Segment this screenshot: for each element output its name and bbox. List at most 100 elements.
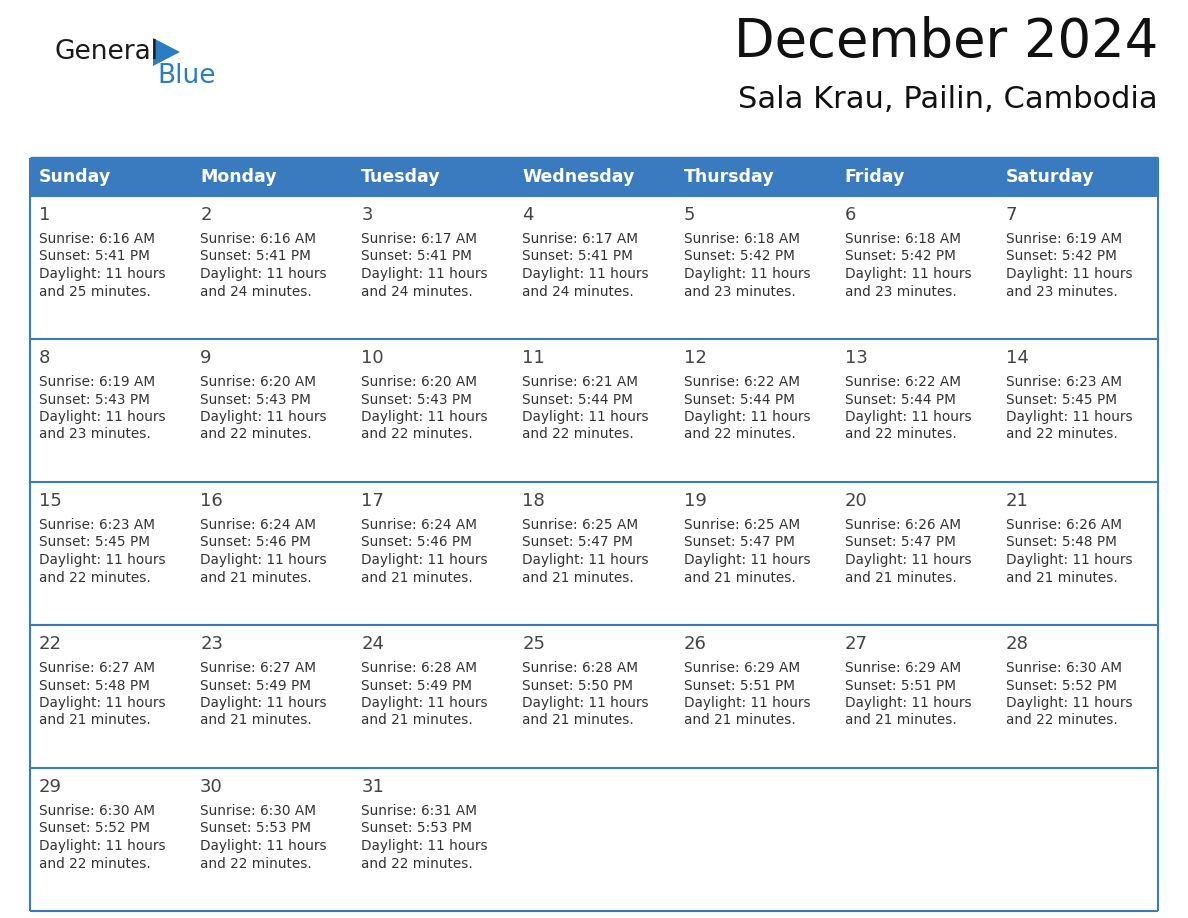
Text: Daylight: 11 hours: Daylight: 11 hours (200, 839, 327, 853)
Text: Daylight: 11 hours: Daylight: 11 hours (200, 696, 327, 710)
Text: Sunset: 5:49 PM: Sunset: 5:49 PM (200, 678, 311, 692)
Text: Daylight: 11 hours: Daylight: 11 hours (845, 410, 972, 424)
Bar (30, 196, 1158, 339)
Text: Sunrise: 6:19 AM: Sunrise: 6:19 AM (39, 375, 156, 389)
Text: Daylight: 11 hours: Daylight: 11 hours (200, 553, 327, 567)
Text: 31: 31 (361, 778, 384, 796)
Text: 4: 4 (523, 206, 533, 224)
Text: Sunset: 5:41 PM: Sunset: 5:41 PM (361, 250, 472, 263)
Text: and 21 minutes.: and 21 minutes. (200, 570, 312, 585)
Text: and 22 minutes.: and 22 minutes. (1006, 713, 1118, 727)
Text: and 21 minutes.: and 21 minutes. (361, 570, 473, 585)
Text: Daylight: 11 hours: Daylight: 11 hours (39, 696, 165, 710)
Text: Sunrise: 6:16 AM: Sunrise: 6:16 AM (200, 232, 316, 246)
Text: and 24 minutes.: and 24 minutes. (523, 285, 634, 298)
Text: 6: 6 (845, 206, 857, 224)
Text: Sunset: 5:47 PM: Sunset: 5:47 PM (845, 535, 955, 550)
Text: and 24 minutes.: and 24 minutes. (200, 285, 312, 298)
Text: Sunrise: 6:29 AM: Sunrise: 6:29 AM (845, 661, 961, 675)
Text: Sala Krau, Pailin, Cambodia: Sala Krau, Pailin, Cambodia (739, 85, 1158, 115)
Text: 20: 20 (845, 492, 867, 510)
Text: and 22 minutes.: and 22 minutes. (361, 856, 473, 870)
Text: and 25 minutes.: and 25 minutes. (39, 285, 151, 298)
Text: Daylight: 11 hours: Daylight: 11 hours (683, 410, 810, 424)
Text: and 21 minutes.: and 21 minutes. (39, 713, 151, 727)
Text: Sunrise: 6:29 AM: Sunrise: 6:29 AM (683, 661, 800, 675)
Text: 7: 7 (1006, 206, 1017, 224)
Text: Daylight: 11 hours: Daylight: 11 hours (683, 267, 810, 281)
Text: Daylight: 11 hours: Daylight: 11 hours (845, 267, 972, 281)
Text: December 2024: December 2024 (734, 16, 1158, 68)
Text: and 21 minutes.: and 21 minutes. (361, 713, 473, 727)
Text: Daylight: 11 hours: Daylight: 11 hours (361, 267, 488, 281)
Text: Sunset: 5:43 PM: Sunset: 5:43 PM (39, 393, 150, 407)
Text: Sunrise: 6:19 AM: Sunrise: 6:19 AM (1006, 232, 1121, 246)
Text: Sunrise: 6:27 AM: Sunrise: 6:27 AM (39, 661, 154, 675)
Text: Sunrise: 6:22 AM: Sunrise: 6:22 AM (683, 375, 800, 389)
Text: Sunrise: 6:18 AM: Sunrise: 6:18 AM (683, 232, 800, 246)
Text: Daylight: 11 hours: Daylight: 11 hours (361, 410, 488, 424)
Text: and 23 minutes.: and 23 minutes. (845, 285, 956, 298)
Text: Sunset: 5:50 PM: Sunset: 5:50 PM (523, 678, 633, 692)
Bar (30, 625, 1158, 768)
Text: Sunset: 5:43 PM: Sunset: 5:43 PM (361, 393, 472, 407)
Text: and 22 minutes.: and 22 minutes. (1006, 428, 1118, 442)
Text: Daylight: 11 hours: Daylight: 11 hours (523, 553, 649, 567)
Text: Sunset: 5:46 PM: Sunset: 5:46 PM (361, 535, 472, 550)
Text: Sunrise: 6:30 AM: Sunrise: 6:30 AM (1006, 661, 1121, 675)
Text: 25: 25 (523, 635, 545, 653)
Text: Sunrise: 6:26 AM: Sunrise: 6:26 AM (1006, 518, 1121, 532)
Bar (30, 339, 1158, 482)
Text: 12: 12 (683, 349, 707, 367)
Text: 19: 19 (683, 492, 707, 510)
Text: Daylight: 11 hours: Daylight: 11 hours (361, 696, 488, 710)
Text: Tuesday: Tuesday (361, 168, 441, 186)
Text: Friday: Friday (845, 168, 905, 186)
Text: 14: 14 (1006, 349, 1029, 367)
Text: Sunset: 5:47 PM: Sunset: 5:47 PM (523, 535, 633, 550)
Text: 1: 1 (39, 206, 50, 224)
Bar (30, 768, 1158, 911)
Text: Sunset: 5:45 PM: Sunset: 5:45 PM (39, 535, 150, 550)
Text: 18: 18 (523, 492, 545, 510)
Text: Daylight: 11 hours: Daylight: 11 hours (39, 267, 165, 281)
Text: Sunset: 5:48 PM: Sunset: 5:48 PM (39, 678, 150, 692)
Text: Sunset: 5:49 PM: Sunset: 5:49 PM (361, 678, 473, 692)
Text: and 22 minutes.: and 22 minutes. (200, 428, 312, 442)
Text: 21: 21 (1006, 492, 1029, 510)
Text: 8: 8 (39, 349, 50, 367)
Text: and 21 minutes.: and 21 minutes. (523, 713, 634, 727)
Text: and 21 minutes.: and 21 minutes. (200, 713, 312, 727)
Text: Daylight: 11 hours: Daylight: 11 hours (1006, 696, 1132, 710)
Bar (30, 158, 1158, 196)
Text: Daylight: 11 hours: Daylight: 11 hours (39, 410, 165, 424)
Text: Daylight: 11 hours: Daylight: 11 hours (1006, 267, 1132, 281)
Text: Sunrise: 6:27 AM: Sunrise: 6:27 AM (200, 661, 316, 675)
Text: and 21 minutes.: and 21 minutes. (845, 713, 956, 727)
Text: 10: 10 (361, 349, 384, 367)
Text: and 21 minutes.: and 21 minutes. (845, 570, 956, 585)
Text: Sunset: 5:41 PM: Sunset: 5:41 PM (523, 250, 633, 263)
Text: Blue: Blue (157, 63, 215, 89)
Text: Wednesday: Wednesday (523, 168, 634, 186)
Text: 16: 16 (200, 492, 223, 510)
Text: Sunrise: 6:31 AM: Sunrise: 6:31 AM (361, 804, 478, 818)
Text: and 21 minutes.: and 21 minutes. (683, 713, 795, 727)
Text: Sunrise: 6:20 AM: Sunrise: 6:20 AM (200, 375, 316, 389)
Text: 26: 26 (683, 635, 707, 653)
Text: Sunrise: 6:16 AM: Sunrise: 6:16 AM (39, 232, 154, 246)
Text: 24: 24 (361, 635, 384, 653)
Text: and 22 minutes.: and 22 minutes. (361, 428, 473, 442)
Text: Sunset: 5:53 PM: Sunset: 5:53 PM (200, 822, 311, 835)
Text: Sunday: Sunday (39, 168, 112, 186)
Text: Sunrise: 6:21 AM: Sunrise: 6:21 AM (523, 375, 638, 389)
Text: and 22 minutes.: and 22 minutes. (39, 570, 151, 585)
Text: Sunset: 5:41 PM: Sunset: 5:41 PM (39, 250, 150, 263)
Text: Sunset: 5:51 PM: Sunset: 5:51 PM (845, 678, 955, 692)
Text: Sunrise: 6:17 AM: Sunrise: 6:17 AM (523, 232, 638, 246)
Text: 17: 17 (361, 492, 384, 510)
Text: Daylight: 11 hours: Daylight: 11 hours (39, 553, 165, 567)
Text: Sunset: 5:42 PM: Sunset: 5:42 PM (1006, 250, 1117, 263)
Text: and 24 minutes.: and 24 minutes. (361, 285, 473, 298)
Text: Daylight: 11 hours: Daylight: 11 hours (683, 553, 810, 567)
